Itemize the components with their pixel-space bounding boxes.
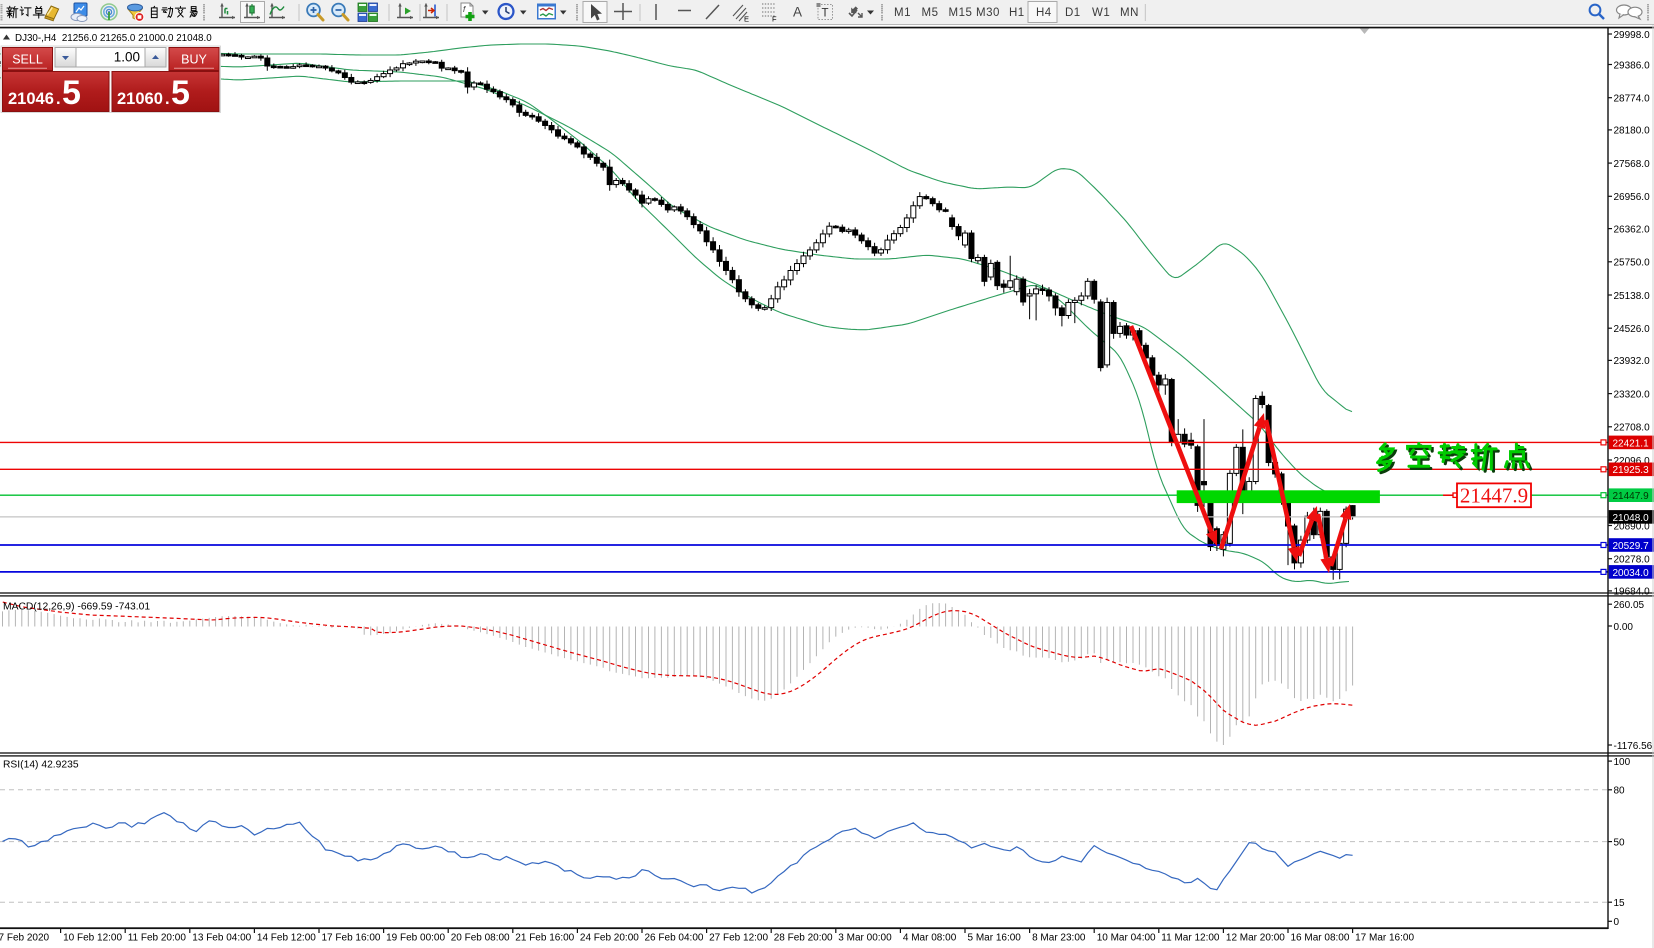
svg-text:4 Mar 08:00: 4 Mar 08:00 [903, 933, 957, 944]
svg-text:22708.0: 22708.0 [1614, 423, 1651, 434]
svg-text:0: 0 [1614, 917, 1620, 928]
svg-text:26 Feb 04:00: 26 Feb 04:00 [645, 933, 704, 944]
svg-text:17 Feb 16:00: 17 Feb 16:00 [322, 933, 381, 944]
svg-text:16 Mar 08:00: 16 Mar 08:00 [1291, 933, 1350, 944]
svg-text:14 Feb 12:00: 14 Feb 12:00 [257, 933, 316, 944]
svg-text:1.00: 1.00 [114, 50, 140, 65]
svg-text:24526.0: 24526.0 [1614, 324, 1651, 335]
svg-text:22421.1: 22421.1 [1613, 438, 1650, 449]
svg-text:5: 5 [62, 74, 81, 112]
svg-text:21447.9: 21447.9 [1460, 484, 1528, 508]
svg-text:20529.7: 20529.7 [1613, 541, 1650, 552]
svg-text:-1176.56: -1176.56 [1614, 741, 1653, 752]
svg-text:50: 50 [1614, 837, 1626, 848]
svg-text:F: F [772, 15, 777, 24]
svg-text:D1: D1 [1065, 7, 1081, 19]
svg-text:11 Mar 12:00: 11 Mar 12:00 [1161, 933, 1220, 944]
svg-text:28 Feb 20:00: 28 Feb 20:00 [774, 933, 833, 944]
svg-text:5 Mar 16:00: 5 Mar 16:00 [968, 933, 1022, 944]
svg-text:29998.0: 29998.0 [1614, 30, 1651, 41]
svg-text:MN: MN [1120, 7, 1139, 19]
svg-text:27568.0: 27568.0 [1614, 159, 1651, 170]
svg-text:7 Feb 2020: 7 Feb 2020 [0, 933, 50, 944]
svg-text:A: A [793, 5, 802, 20]
svg-text:29386.0: 29386.0 [1614, 60, 1651, 71]
svg-text:8 Mar 23:00: 8 Mar 23:00 [1032, 933, 1086, 944]
svg-text:DJ30-,H4 21256.0 21265.0 2100: DJ30-,H4 21256.0 21265.0 21000.0 21048.0 [15, 33, 212, 44]
svg-text:10 Mar 04:00: 10 Mar 04:00 [1097, 933, 1156, 944]
svg-text:f: f [463, 5, 466, 14]
svg-text:15: 15 [1614, 898, 1626, 909]
svg-text:BUY: BUY [181, 53, 207, 67]
svg-text:H1: H1 [1009, 7, 1025, 19]
svg-text:11 Feb 20:00: 11 Feb 20:00 [128, 933, 187, 944]
svg-text:28180.0: 28180.0 [1614, 126, 1651, 137]
svg-text:80: 80 [1614, 786, 1626, 797]
svg-text:21447.9: 21447.9 [1613, 491, 1650, 502]
svg-text:M30: M30 [976, 7, 1000, 19]
svg-text:21048.0: 21048.0 [1613, 513, 1650, 524]
svg-text:23320.0: 23320.0 [1614, 389, 1651, 400]
svg-text:SELL: SELL [12, 53, 43, 67]
svg-text:E: E [744, 15, 749, 24]
svg-text:21046: 21046 [8, 90, 54, 108]
svg-text:19684.0: 19684.0 [1614, 587, 1651, 598]
svg-text:M15: M15 [949, 7, 973, 19]
svg-text:22096.0: 22096.0 [1614, 456, 1651, 467]
svg-text:260.05: 260.05 [1614, 600, 1645, 611]
svg-text:27 Feb 12:00: 27 Feb 12:00 [709, 933, 768, 944]
svg-text:21925.3: 21925.3 [1613, 465, 1650, 476]
svg-text:0.00: 0.00 [1614, 622, 1634, 633]
svg-text:3 Mar 00:00: 3 Mar 00:00 [838, 933, 892, 944]
svg-text:21060: 21060 [117, 90, 163, 108]
svg-text:21 Feb 16:00: 21 Feb 16:00 [515, 933, 574, 944]
svg-text:10 Feb 12:00: 10 Feb 12:00 [63, 933, 122, 944]
svg-text:12 Mar 20:00: 12 Mar 20:00 [1226, 933, 1285, 944]
svg-text:26362.0: 26362.0 [1614, 224, 1651, 235]
svg-text:20278.0: 20278.0 [1614, 555, 1651, 566]
svg-text:M5: M5 [922, 7, 939, 19]
svg-text:28774.0: 28774.0 [1614, 94, 1651, 105]
svg-text:.: . [165, 90, 170, 108]
svg-text:5: 5 [171, 74, 190, 112]
svg-text:17 Mar 16:00: 17 Mar 16:00 [1355, 933, 1414, 944]
svg-text:26956.0: 26956.0 [1614, 192, 1651, 203]
svg-text:20034.0: 20034.0 [1613, 568, 1650, 579]
svg-text:MACD(12,26,9) -669.59 -743.01: MACD(12,26,9) -669.59 -743.01 [3, 602, 150, 613]
svg-text:13 Feb 04:00: 13 Feb 04:00 [192, 933, 251, 944]
svg-text:W1: W1 [1092, 7, 1110, 19]
svg-text:100: 100 [1614, 757, 1631, 768]
svg-text:T: T [822, 8, 829, 20]
svg-text:24 Feb 20:00: 24 Feb 20:00 [580, 933, 639, 944]
svg-text:H4: H4 [1036, 7, 1052, 19]
svg-text:25138.0: 25138.0 [1614, 291, 1651, 302]
svg-text:.: . [56, 90, 61, 108]
svg-text:RSI(14) 42.9235: RSI(14) 42.9235 [3, 760, 79, 771]
svg-text:23932.0: 23932.0 [1614, 356, 1651, 367]
svg-text:20 Feb 08:00: 20 Feb 08:00 [451, 933, 510, 944]
svg-text:25750.0: 25750.0 [1614, 258, 1651, 269]
svg-text:19 Feb 00:00: 19 Feb 00:00 [386, 933, 445, 944]
svg-text:M1: M1 [894, 7, 911, 19]
svg-text:20890.0: 20890.0 [1614, 521, 1651, 532]
